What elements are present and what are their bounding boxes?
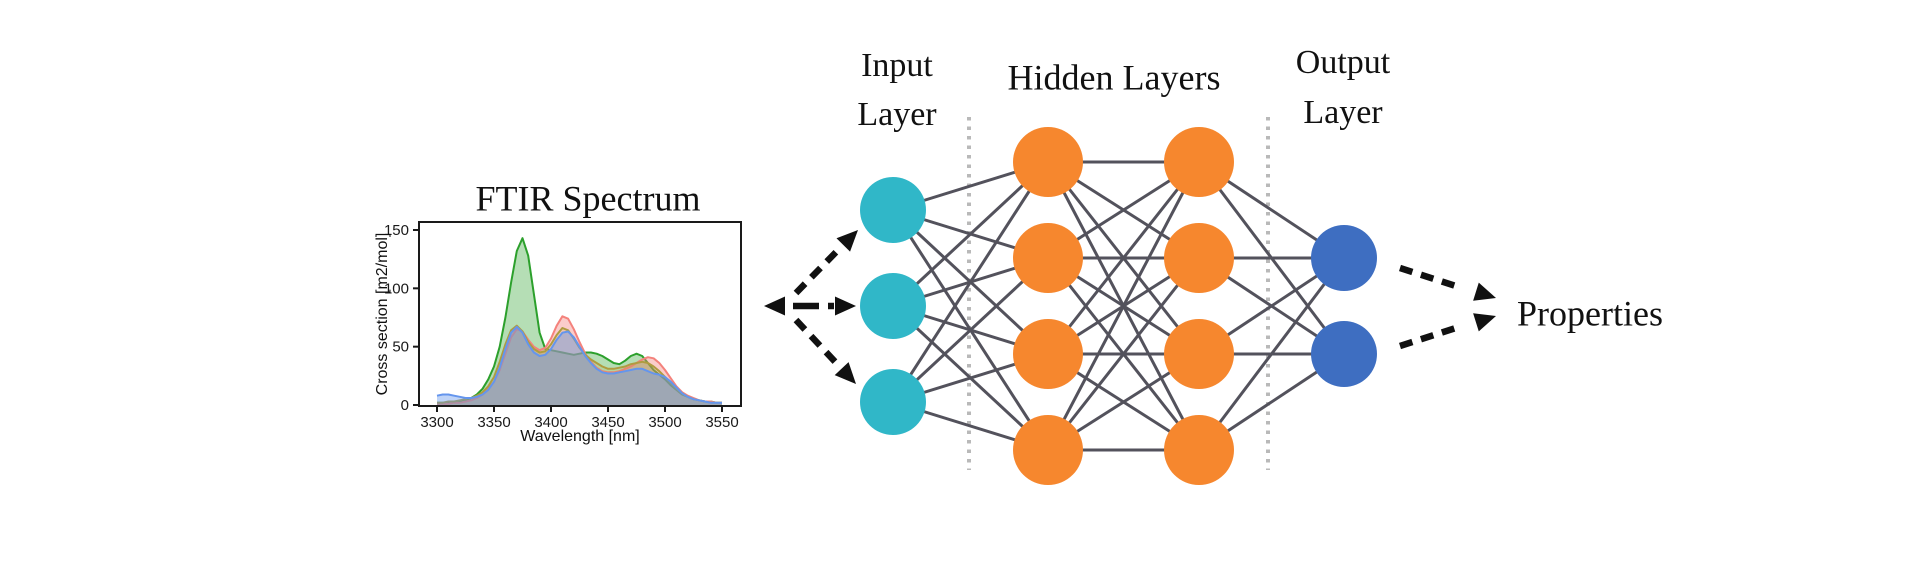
edge: [891, 161, 1050, 403]
output-layer-label: Output Layer: [1295, 44, 1391, 131]
arrow-head-icon: [836, 230, 858, 252]
series-fill-blue-spectrum: [437, 326, 722, 405]
chart-x-axis-label: Wavelength [nm]: [520, 427, 640, 445]
chart-title: FTIR Spectrum: [475, 178, 701, 219]
y-tick-label: 100: [384, 280, 409, 297]
hidden-layers-label: Hidden Layers: [1007, 57, 1221, 98]
series-fill-green-spectrum: [437, 238, 722, 405]
output-node-2: [1311, 321, 1377, 387]
input-node-3: [860, 369, 926, 435]
arrow-head-icon: [834, 362, 856, 384]
hidden-2-node-2: [1164, 223, 1234, 293]
x-tick-label: 3450: [591, 414, 624, 431]
dashed-arrow-to-input-top: [793, 230, 858, 296]
series-line-green-spectrum: [437, 237, 722, 404]
x-tick-label: 3500: [648, 414, 681, 431]
hidden-1-node-3: [1013, 319, 1083, 389]
output-node-1: [1311, 225, 1377, 291]
dashed-arrow-to-input-middle: [806, 296, 856, 316]
dashed-arrow-to-chart: [764, 296, 806, 316]
dashed-arrow-to-input-bottom: [793, 317, 856, 384]
series-fill-olive-spectrum: [437, 325, 722, 405]
x-tick-label: 3300: [420, 414, 453, 431]
hidden-2-node-1: [1164, 127, 1234, 197]
arrow-shaft: [793, 243, 845, 296]
dashed-arrow-output-top-to-properties: [1399, 264, 1496, 301]
hidden-2-node-4: [1164, 415, 1234, 485]
plot-border: [418, 221, 742, 407]
hidden-1-node-1: [1013, 127, 1083, 197]
arrow-head-icon: [764, 296, 785, 316]
series-fill-salmon-spectrum: [437, 316, 722, 405]
series-green-spectrum: [437, 237, 722, 405]
arrow-head-icon: [1473, 282, 1496, 301]
hidden-1-node-2: [1013, 223, 1083, 293]
edge: [891, 256, 1050, 404]
output-layer-nodes: [1311, 225, 1377, 387]
edge: [1046, 257, 1201, 451]
hidden-2-layer-nodes: [1164, 127, 1234, 485]
ftir-chart-plot: 0 50 100 150 3300 3350 3400 3450 3500 3550: [384, 221, 742, 431]
x-tick-label: 3350: [477, 414, 510, 431]
input-node-1: [860, 177, 926, 243]
edge: [1046, 161, 1201, 451]
properties-label: Properties: [1517, 293, 1663, 334]
hidden-2-node-3: [1164, 319, 1234, 389]
edge: [1046, 161, 1201, 355]
arrow-head-icon: [1473, 313, 1496, 332]
arrow-shaft: [793, 317, 843, 370]
axis-ticks: 0 50 100 150 3300 3350 3400 3450 3500 3550: [384, 222, 739, 431]
edges: [891, 160, 1346, 452]
y-tick-label: 50: [392, 339, 409, 356]
hidden-1-layer-nodes: [1013, 127, 1083, 485]
y-tick-label: 0: [401, 397, 409, 414]
neural-network-diagram: [860, 117, 1377, 485]
input-layer-nodes: [860, 177, 926, 435]
dashed-arrow-output-bottom-to-properties: [1399, 313, 1496, 350]
y-tick-label: 150: [384, 222, 409, 239]
plot-background: [419, 222, 741, 406]
arrow-head-icon: [835, 296, 856, 316]
arrow-shaft: [1399, 264, 1463, 292]
chart-y-axis-label: Cross section [m2/mol]: [373, 232, 391, 396]
dashed-arrows: [764, 230, 1496, 384]
series-blue-spectrum: [436, 325, 722, 405]
x-tick-label: 3550: [705, 414, 738, 431]
series-line-blue-spectrum: [436, 325, 722, 404]
edge: [1197, 257, 1346, 451]
input-node-2: [860, 273, 926, 339]
edge: [891, 160, 1050, 308]
input-layer-label: Input Layer: [857, 47, 937, 133]
x-tick-label: 3400: [534, 414, 567, 431]
hidden-1-node-4: [1013, 415, 1083, 485]
arrow-shaft: [1399, 322, 1463, 350]
